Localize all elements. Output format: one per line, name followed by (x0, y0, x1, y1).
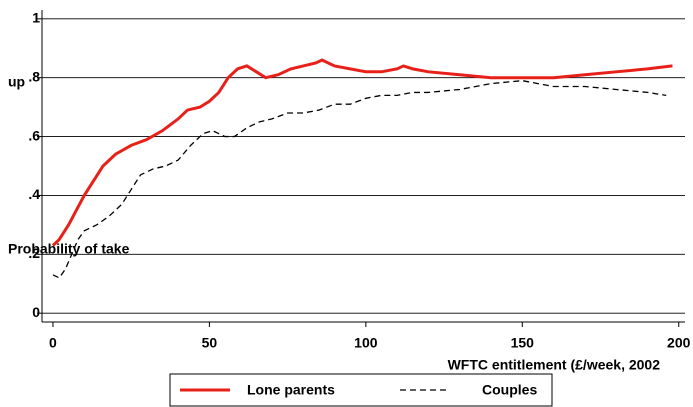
x-tick-label: 200 (667, 335, 691, 351)
series-line (51, 58, 673, 247)
y-tick-label: .6 (28, 127, 40, 143)
x-tick-label: 100 (354, 335, 378, 351)
y-axis-label: Probability of take (8, 241, 130, 257)
x-tick-label: 150 (511, 335, 535, 351)
y-axis-label: up (8, 74, 25, 90)
legend-label: Couples (482, 382, 537, 398)
y-tick-label: .4 (28, 186, 40, 202)
x-axis-label: WFTC entitlement (£/week, 2002 (448, 357, 661, 373)
y-tick-label: 0 (32, 304, 40, 320)
legend-box (169, 373, 553, 407)
y-tick-label: .2 (28, 245, 40, 261)
y-tick-label: .8 (28, 68, 40, 84)
x-tick-label: 0 (49, 335, 57, 351)
x-tick-label: 50 (202, 335, 218, 351)
series-line (52, 79, 667, 279)
legend-label: Lone parents (247, 382, 335, 398)
y-tick-label: 1 (32, 10, 40, 26)
